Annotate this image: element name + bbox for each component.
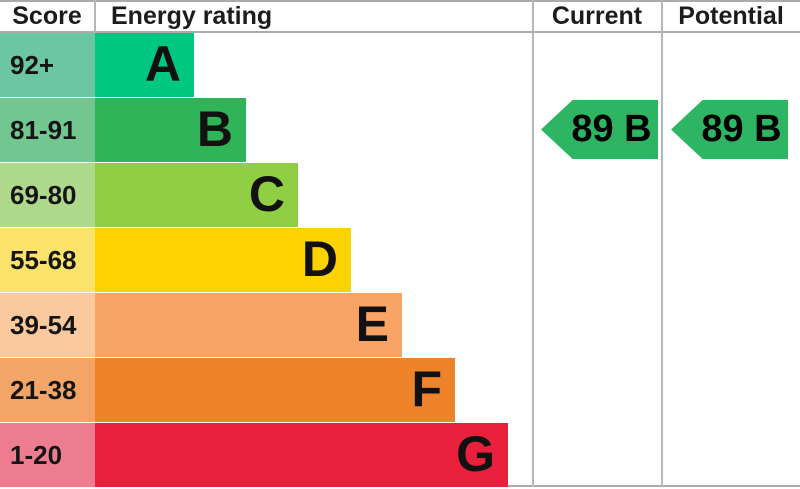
current-rating-arrow: 89 B [541, 100, 658, 159]
energy-rating-header: Energy rating [111, 2, 273, 30]
band-row-c: 69-80 C [0, 163, 533, 227]
band-bar-a: A [95, 33, 194, 97]
score-range: 39-54 [0, 293, 95, 357]
top-border [0, 0, 800, 2]
band-bar-c: C [95, 163, 298, 227]
band-bar-f: F [95, 358, 455, 422]
band-bar-g: G [95, 423, 508, 487]
current-column-divider [532, 0, 534, 487]
band-letter: B [196, 100, 233, 157]
current-header: Current [551, 2, 643, 30]
potential-rating-label: 89 B [701, 108, 782, 150]
band-letter: A [144, 35, 181, 92]
score-range: 92+ [0, 33, 95, 97]
band-letter: G [456, 425, 495, 482]
score-column-divider [94, 0, 96, 33]
potential-rating-arrow: 89 B [671, 100, 788, 159]
band-letter: E [355, 295, 389, 352]
score-range: 55-68 [0, 228, 95, 292]
header-divider [0, 31, 800, 33]
band-row-b: 81-91 B [0, 98, 533, 162]
score-range: 81-91 [0, 98, 95, 162]
score-range: 1-20 [0, 423, 95, 487]
band-row-a: 92+ A [0, 33, 533, 97]
band-row-e: 39-54 E [0, 293, 533, 357]
current-rating-label: 89 B [571, 108, 652, 150]
band-row-g: 1-20 G [0, 423, 533, 487]
band-row-f: 21-38 F [0, 358, 533, 422]
band-letter: C [248, 165, 285, 222]
band-rows: 92+ A 81-91 B 69-80 C 55-68 D 39-54 E 21-38 F 1-20 G [0, 33, 533, 488]
band-bar-d: D [95, 228, 351, 292]
score-header: Score [12, 2, 82, 30]
band-bar-b: B [95, 98, 246, 162]
band-row-d: 55-68 D [0, 228, 533, 292]
band-letter: D [301, 230, 338, 287]
band-bar-e: E [95, 293, 402, 357]
potential-column-divider [661, 0, 663, 487]
score-range: 21-38 [0, 358, 95, 422]
band-letter: F [411, 360, 442, 417]
score-range: 69-80 [0, 163, 95, 227]
potential-header: Potential [678, 2, 784, 30]
